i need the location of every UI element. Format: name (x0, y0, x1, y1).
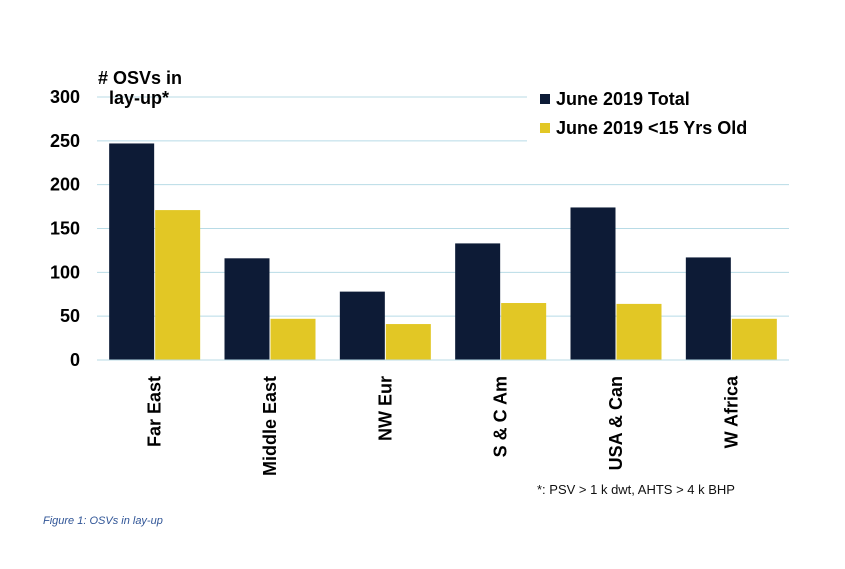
x-axis-ticks: Far East Middle East NW Eur S & C Am USA & C… (145, 375, 742, 476)
bar-under-15-usa-can (616, 303, 662, 360)
y-axis-ticks: 0 50 100 150 200 250 300 (50, 87, 80, 370)
bar-total-s-c-am (455, 243, 501, 360)
x-tick-label: S & C Am (491, 376, 511, 457)
bar-total-nw-eur (339, 291, 385, 360)
y-tick-label: 0 (70, 350, 80, 370)
legend-label: June 2019 Total (556, 89, 690, 109)
bar-under-15-nw-eur (385, 324, 431, 360)
y-axis-label-line-2: lay-up* (109, 88, 169, 108)
bar-total-w-africa (685, 257, 731, 360)
bar-total-far-east (109, 143, 155, 360)
bar-total-usa-can (570, 207, 616, 360)
y-tick-label: 200 (50, 175, 80, 195)
bar-under-15-w-africa (731, 318, 777, 360)
y-tick-label: 100 (50, 262, 80, 282)
x-tick-label: USA & Can (606, 376, 626, 470)
y-tick-label: 50 (60, 306, 80, 326)
footnote: *: PSV > 1 k dwt, AHTS > 4 k BHP (537, 482, 735, 497)
legend-swatch (540, 94, 550, 104)
bar-under-15-middle-east (270, 318, 316, 360)
gridlines (97, 96, 789, 317)
x-tick-label: Middle East (260, 376, 280, 476)
x-tick-label: W Africa (721, 375, 741, 448)
bar-total-middle-east (224, 258, 270, 360)
legend-background (527, 82, 789, 142)
bar-under-15-far-east (155, 210, 201, 360)
x-tick-label: Far East (145, 376, 165, 447)
figure-caption: Figure 1: OSVs in lay-up (43, 515, 163, 527)
y-axis-label-line-1: # OSVs in (98, 68, 182, 88)
y-tick-label: 250 (50, 131, 80, 151)
y-tick-label: 300 (50, 87, 80, 107)
legend-label: June 2019 <15 Yrs Old (556, 118, 747, 138)
bar-under-15-s-c-am (501, 303, 547, 360)
bars (109, 143, 777, 360)
legend: June 2019 Total June 2019 <15 Yrs Old (527, 82, 789, 142)
y-tick-label: 150 (50, 219, 80, 239)
legend-swatch (540, 123, 550, 133)
y-axis-label: # OSVs in lay-up* (98, 68, 187, 108)
x-tick-label: NW Eur (375, 376, 395, 441)
